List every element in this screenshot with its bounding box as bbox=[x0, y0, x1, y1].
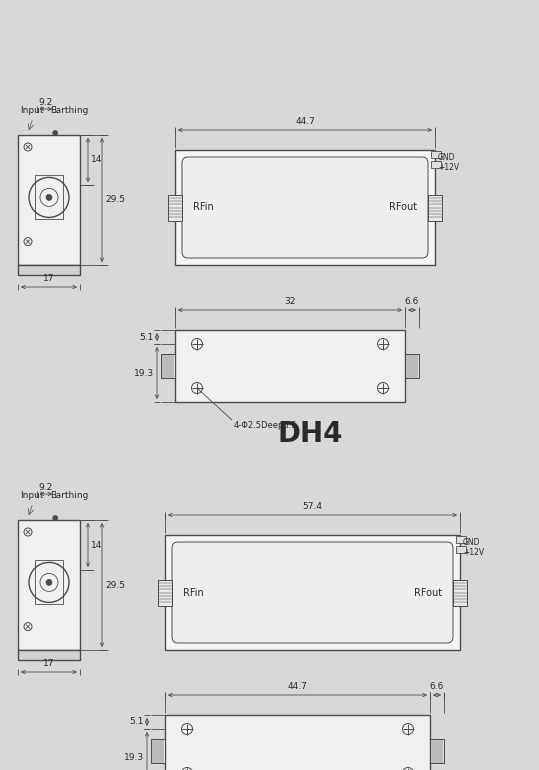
Text: 29.5: 29.5 bbox=[105, 581, 125, 590]
Bar bbox=[18, 265, 80, 275]
Text: 57.4: 57.4 bbox=[302, 502, 322, 511]
Text: 29.5: 29.5 bbox=[105, 196, 125, 205]
Text: 9.2: 9.2 bbox=[39, 98, 53, 107]
Bar bbox=[405, 353, 419, 378]
Bar bbox=[165, 715, 430, 770]
Bar bbox=[18, 520, 80, 650]
Text: Input: Input bbox=[20, 491, 44, 500]
Bar bbox=[35, 176, 63, 219]
Bar bbox=[168, 195, 182, 220]
Text: 32: 32 bbox=[284, 297, 296, 306]
Bar bbox=[431, 161, 441, 168]
Text: RFin: RFin bbox=[183, 588, 204, 598]
Text: 5.1: 5.1 bbox=[140, 333, 154, 342]
Text: 14: 14 bbox=[91, 156, 102, 165]
Circle shape bbox=[46, 579, 52, 585]
FancyBboxPatch shape bbox=[172, 542, 453, 643]
Circle shape bbox=[53, 515, 58, 521]
Bar bbox=[175, 330, 405, 402]
Circle shape bbox=[53, 130, 58, 136]
Text: Input: Input bbox=[20, 106, 44, 115]
Text: RFout: RFout bbox=[389, 203, 417, 213]
Text: RFin: RFin bbox=[193, 203, 214, 213]
Text: 14: 14 bbox=[91, 541, 102, 550]
Text: 5.1: 5.1 bbox=[129, 718, 144, 727]
Text: 9.2: 9.2 bbox=[39, 483, 53, 492]
Text: DH4: DH4 bbox=[277, 420, 343, 448]
Bar bbox=[431, 151, 441, 158]
Text: GND
+12V: GND +12V bbox=[438, 153, 459, 172]
Text: GND
+12V: GND +12V bbox=[463, 538, 484, 557]
Bar bbox=[18, 650, 80, 660]
Text: Earthing: Earthing bbox=[50, 491, 88, 500]
Text: RFout: RFout bbox=[414, 588, 442, 598]
Bar bbox=[453, 580, 467, 605]
FancyBboxPatch shape bbox=[182, 157, 428, 258]
Bar bbox=[158, 580, 172, 605]
Bar bbox=[18, 135, 80, 265]
Bar bbox=[35, 561, 63, 604]
Bar bbox=[151, 738, 165, 763]
Circle shape bbox=[46, 194, 52, 200]
Bar bbox=[428, 195, 442, 220]
Bar bbox=[430, 738, 444, 763]
Bar bbox=[161, 353, 175, 378]
Text: 19.3: 19.3 bbox=[134, 369, 154, 377]
Text: 19.3: 19.3 bbox=[124, 754, 144, 762]
Text: 44.7: 44.7 bbox=[288, 682, 307, 691]
Text: 17: 17 bbox=[43, 274, 55, 283]
Text: Earthing: Earthing bbox=[50, 106, 88, 115]
Text: 44.7: 44.7 bbox=[295, 117, 315, 126]
Bar bbox=[456, 546, 466, 553]
Bar bbox=[165, 535, 460, 650]
Bar bbox=[175, 150, 435, 265]
Bar bbox=[456, 536, 466, 543]
Text: 6.6: 6.6 bbox=[430, 682, 444, 691]
Text: 17: 17 bbox=[43, 659, 55, 668]
Text: 6.6: 6.6 bbox=[405, 297, 419, 306]
Text: 4-Φ2.5Deep6.5: 4-Φ2.5Deep6.5 bbox=[234, 421, 298, 430]
